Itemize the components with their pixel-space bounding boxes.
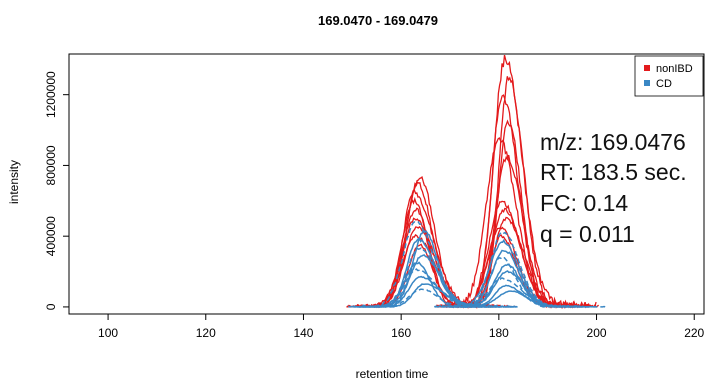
annotation-mz: m/z: 169.0476 [540,129,686,155]
x-tick-label: 120 [196,326,216,340]
x-tick-label: 180 [489,326,509,340]
legend-label-nonibd: nonIBD [656,63,693,75]
y-axis-label: intensity [7,160,21,204]
peak-traces [346,54,607,310]
y-axis: 0 400000 800000 1200000 [44,71,70,310]
legend: nonIBD CD [634,55,704,97]
x-axis-label: retention time [356,367,429,381]
annotation-rt: RT: 183.5 sec. [540,159,687,185]
x-tick-label: 140 [293,326,313,340]
legend-box [634,55,704,97]
legend-label-cd: CD [656,78,672,90]
y-tick-label: 800000 [44,145,58,185]
legend-swatch-nonibd [644,65,650,71]
nonibd-trace [351,196,486,309]
x-tick-label: 200 [587,326,607,340]
y-tick-label: 1200000 [44,71,58,118]
cd-trace [444,290,594,308]
legend-swatch-cd [644,80,650,86]
annotation-q: q = 0.011 [540,221,635,247]
nonibd-trace [360,243,483,308]
nonibd-trace [349,207,485,309]
annotation-block: m/z: 169.0476 RT: 183.5 sec. FC: 0.14 q … [540,129,687,247]
chart-title: 169.0470 - 169.0479 [318,13,438,28]
cd-trace [442,249,584,308]
y-tick-label: 0 [44,303,58,310]
annotation-fc: FC: 0.14 [540,190,628,216]
x-axis: 100 120 140 160 180 200 220 [98,313,705,340]
y-tick-label: 400000 [44,216,58,256]
x-tick-label: 220 [684,326,704,340]
x-tick-label: 100 [98,326,118,340]
x-tick-label: 160 [391,326,411,340]
cd-trace [360,288,501,308]
nonibd-trace [352,181,485,309]
